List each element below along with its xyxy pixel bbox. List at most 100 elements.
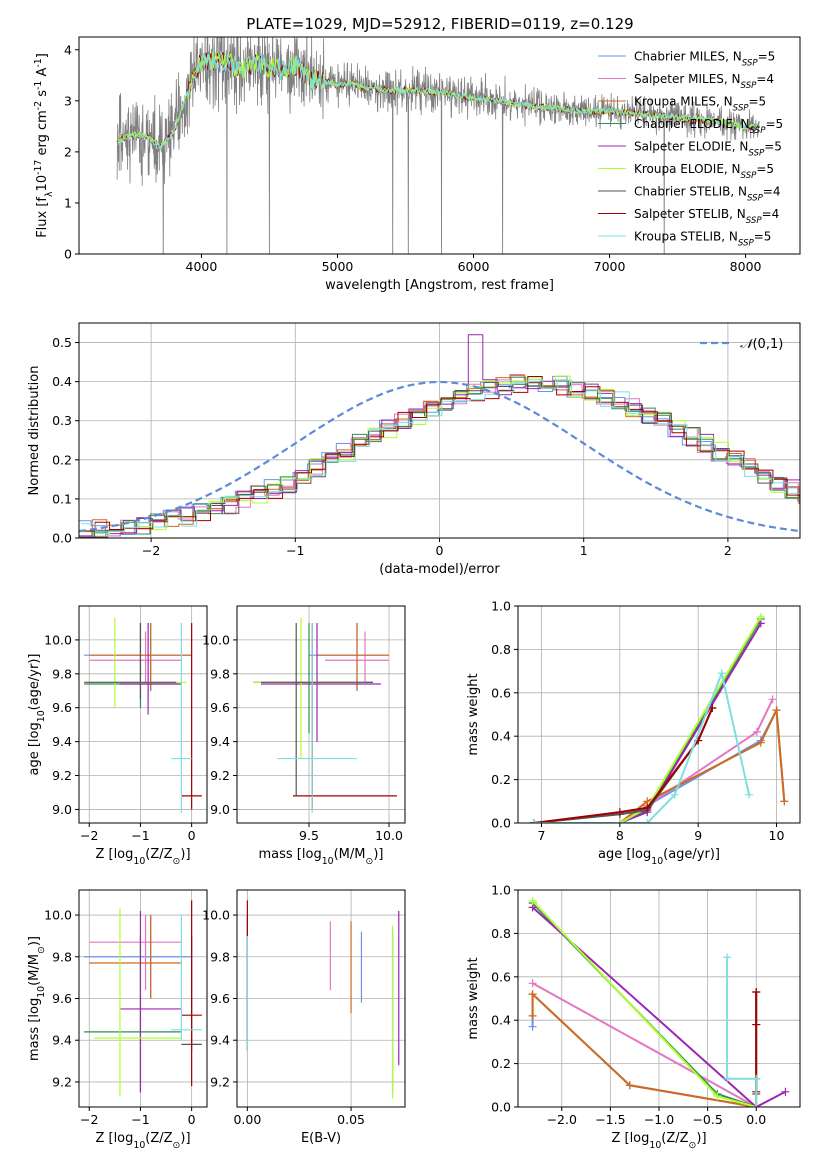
mass-weight-line (533, 706, 786, 823)
axes-mass-vs-Z: −2 −1 0 9.2 9.4 9.6 9.8 10.0 Z [log10(Z/Z⊙)] mass… (27, 889, 208, 1151)
legend-entry: Kroupa MILES, NSSP=5 (634, 95, 766, 114)
axes-frame (78, 36, 801, 255)
y-tick-label: 9.4 (210, 734, 230, 749)
x-tick-label: −0.5 (692, 1112, 722, 1127)
y-tick-label: 0.2 (52, 452, 72, 467)
y-tick-label: 10.0 (202, 632, 230, 647)
mass-weight-point (752, 1074, 761, 1083)
x-tick-label: 10.0 (375, 828, 403, 843)
y-tick-label: 0.0 (52, 531, 72, 546)
y-tick-label: 0.2 (491, 772, 511, 787)
errorbar (181, 900, 202, 1087)
y-tick-label: 0.8 (491, 926, 511, 941)
mass-weight-point (745, 790, 754, 799)
axes-spectrum: 4000 5000 6000 7000 8000 0 1 2 3 4 wavelength [Ang… (33, 36, 801, 293)
residual-histogram (80, 381, 800, 538)
mass-weight-line (531, 906, 786, 1107)
axes-mass-weight-vs-age: 7 8 9 10 0.0 0.2 0.4 0.6 0.8 1.0 age [log10(age/yr… (466, 599, 801, 867)
y-tick-label: 9.2 (210, 768, 230, 783)
residual-histogram (79, 375, 800, 537)
axes-mass-vs-EBV: 0.00 0.05 9.2 9.4 9.6 9.8 10.0 E(B-V) (202, 889, 406, 1146)
mass-weight-point (615, 819, 624, 823)
legend-entry: Salpeter ELODIE, NSSP=5 (634, 140, 782, 159)
mass-weight-point (528, 1011, 537, 1020)
plot-area-mass-weight-vs-Z (528, 896, 790, 1107)
mass-weight-line (533, 669, 751, 823)
mass-weight-point (643, 819, 652, 823)
y-tick-label: 0.8 (491, 642, 511, 657)
y-tick-label: 9.4 (52, 734, 72, 749)
y-tick-label: 0.4 (52, 374, 72, 389)
mass-weight-point (723, 953, 732, 962)
mass-weight-line (533, 616, 762, 823)
y-tick-label: 9.6 (52, 700, 72, 715)
mass-weight-point (708, 703, 717, 712)
x-axis-label: wavelength [Angstrom, rest frame] (325, 278, 554, 293)
mass-weight-line (726, 957, 758, 1107)
y-tick-label: 9.2 (52, 768, 72, 783)
x-tick-label: 5000 (322, 259, 354, 274)
x-tick-label: 4000 (186, 259, 218, 274)
plot-area-spectrum (116, 37, 760, 254)
x-tick-label: 9.5 (299, 828, 319, 843)
errorbar (89, 915, 182, 999)
y-axis-label: mass [log10(M/M⊙)] (27, 936, 47, 1061)
x-axis-label: Z [log10(Z/Z⊙)] (95, 847, 190, 867)
mass-weight-point (528, 896, 537, 905)
mass-weight-line (532, 982, 757, 1107)
x-tick-label: 7 (538, 828, 546, 843)
x-axis-label: mass [log10(M/M⊙)] (259, 847, 384, 867)
y-tick-label: 0.6 (491, 969, 511, 984)
mass-weight-point (772, 706, 781, 715)
y-tick-label: 9.0 (52, 802, 72, 817)
plot-area-age-vs-mass (253, 617, 397, 813)
y-tick-label: 9.4 (210, 1033, 230, 1048)
errorbar (119, 910, 182, 1093)
axes-residuals: −2 −1 0 1 2 0.0 0.1 0.2 0.3 0.4 0.5 (data-model)/er… (27, 322, 801, 577)
x-tick-label: −1.0 (644, 1112, 674, 1127)
x-tick-label: −2 (80, 1112, 98, 1127)
x-tick-label: −1 (131, 1112, 149, 1127)
errorbar (181, 622, 202, 810)
errorbar (89, 915, 182, 991)
legend-entry: Chabrier MILES, NSSP=5 (634, 50, 775, 69)
x-tick-label: 2 (724, 543, 732, 558)
y-tick-label: 10.0 (44, 632, 72, 647)
y-tick-label: 3 (64, 93, 72, 108)
mass-weight-point (752, 1103, 761, 1107)
mass-weight-point (528, 1022, 537, 1031)
x-tick-label: 0 (188, 828, 196, 843)
mass-weight-point (643, 803, 652, 812)
y-tick-label: 0.4 (491, 729, 511, 744)
figure-title: PLATE=1029, MJD=52912, FIBERID=0119, z=0… (246, 15, 633, 33)
legend-entry: Salpeter STELIB, NSSP=4 (634, 207, 779, 226)
errorbar (84, 622, 177, 700)
errorbar (171, 915, 202, 1041)
x-tick-label: 10 (769, 828, 785, 843)
mass-weight-point (752, 1020, 761, 1029)
y-tick-label: 9.8 (210, 666, 230, 681)
x-axis-label: age [log10(age/yr)] (598, 847, 720, 867)
y-tick-label: 9.0 (210, 802, 230, 817)
y-tick-label: 1.0 (491, 883, 511, 898)
x-axis-label: (data-model)/error (379, 562, 500, 577)
axes-frame (517, 605, 801, 824)
x-tick-label: −2.0 (547, 1112, 577, 1127)
y-tick-label: 9.6 (210, 991, 230, 1006)
mass-weight-point (752, 987, 761, 996)
errorbar (277, 622, 357, 813)
x-tick-label: 0 (436, 543, 444, 558)
x-tick-label: −1 (286, 543, 304, 558)
plot-area-age-vs-Z (84, 617, 202, 813)
x-tick-label: −2 (142, 543, 160, 558)
y-axis-label: Flux [fλ10-17 erg cm-2 s-1 A-1] (33, 53, 55, 238)
y-tick-label: 9.6 (52, 991, 72, 1006)
y-tick-label: 0.0 (491, 1100, 511, 1115)
legend-entry: Kroupa STELIB, NSSP=5 (634, 230, 771, 249)
spectrum-legend: Chabrier MILES, NSSP=5 Salpeter MILES, NS… (598, 50, 783, 249)
model-spectrum-line (116, 49, 759, 150)
y-axis-label: mass weight (466, 673, 481, 755)
x-tick-label: 0.05 (337, 1112, 365, 1127)
